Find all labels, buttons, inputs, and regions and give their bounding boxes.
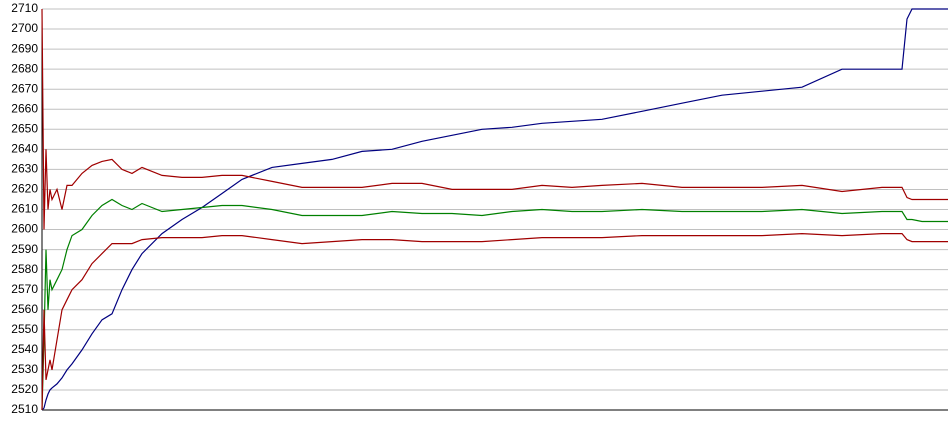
y-tick-label: 2680 <box>11 61 38 75</box>
y-tick-label: 2530 <box>11 362 38 376</box>
y-tick-label: 2590 <box>11 242 38 256</box>
series-line <box>41 198 948 411</box>
y-tick-label: 2600 <box>11 222 38 236</box>
y-tick-label: 2540 <box>11 342 38 356</box>
y-tick-label: 2630 <box>11 162 38 176</box>
y-tick-label: 2510 <box>11 402 38 416</box>
y-tick-label: 2620 <box>11 182 38 196</box>
y-tick-label: 2650 <box>11 121 38 135</box>
y-tick-label: 2660 <box>11 101 38 115</box>
y-tick-label: 2560 <box>11 302 38 316</box>
y-tick-label: 2640 <box>11 142 38 156</box>
y-tick-label: 2710 <box>11 1 38 15</box>
y-tick-label: 2570 <box>11 282 38 296</box>
y-tick-label: 2700 <box>11 21 38 35</box>
series-line <box>41 232 948 411</box>
y-tick-label: 2550 <box>11 322 38 336</box>
series-line <box>41 8 948 230</box>
y-tick-label: 2520 <box>11 382 38 396</box>
series-line <box>41 8 948 411</box>
y-tick-label: 2690 <box>11 41 38 55</box>
y-tick-label: 2580 <box>11 262 38 276</box>
y-tick-label: 2670 <box>11 81 38 95</box>
y-tick-label: 2610 <box>11 202 38 216</box>
